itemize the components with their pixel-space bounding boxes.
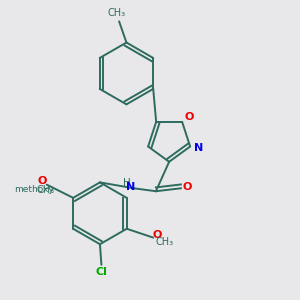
Text: methoxy: methoxy	[14, 184, 54, 194]
Text: O: O	[38, 176, 47, 186]
Text: Cl: Cl	[95, 267, 107, 277]
Text: CH₃: CH₃	[107, 8, 125, 18]
Text: O: O	[183, 182, 192, 192]
Text: O: O	[185, 112, 194, 122]
Text: CH₃: CH₃	[156, 237, 174, 247]
Text: N: N	[194, 143, 204, 153]
Text: N: N	[126, 182, 136, 192]
Text: CH₃: CH₃	[36, 185, 55, 195]
Text: H: H	[124, 178, 131, 188]
Text: O: O	[153, 230, 162, 240]
